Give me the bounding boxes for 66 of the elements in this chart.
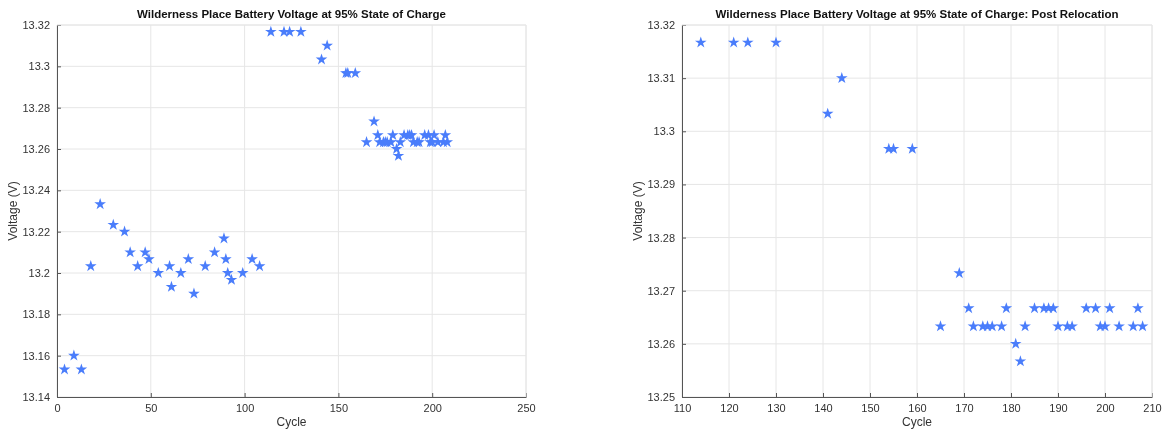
x-tick-label: 210 [1143, 401, 1162, 414]
chart-title: Wilderness Place Battery Voltage at 95% State of Charge [136, 8, 447, 20]
y-tick-label: 13.25 [647, 391, 675, 404]
point [1113, 320, 1125, 332]
x-tick-label: 130 [767, 401, 786, 414]
point [1000, 302, 1013, 314]
point [1132, 302, 1144, 314]
point [1080, 302, 1093, 314]
x-tick-label: 170 [955, 401, 974, 414]
y-tick-label: 13.18 [22, 308, 50, 321]
y-tick-label: 13.26 [647, 337, 675, 350]
point [995, 320, 1008, 332]
x-tick-label: 120 [720, 401, 739, 414]
point [1103, 302, 1116, 314]
point [967, 320, 980, 332]
y-axis-title: Voltage (V) [631, 181, 645, 241]
point [906, 142, 919, 154]
point [1028, 302, 1041, 314]
point [727, 36, 740, 48]
y-tick-label: 13.27 [647, 284, 675, 297]
x-tick-label: 110 [673, 401, 692, 414]
y-tick-label: 13.28 [647, 231, 675, 244]
chart-title: Wilderness Place Battery Voltage at 95% State of Charge: Post Relocation [715, 8, 1119, 20]
x-axis-title: Cycle [901, 415, 933, 429]
y-tick-label: 13.32 [22, 19, 50, 32]
point [835, 72, 848, 84]
y-axis-title: Voltage (V) [6, 181, 20, 241]
x-tick-label: 250 [517, 401, 536, 414]
x-axis-title: Cycle [276, 415, 307, 429]
y-tick-label: 13.3 [653, 125, 675, 138]
point [1127, 320, 1140, 332]
y-tick-label: 13.2 [28, 267, 50, 280]
y-tick-label: 13.3 [28, 60, 50, 73]
y-tick-label: 13.29 [647, 178, 675, 191]
point [962, 302, 975, 314]
x-tick-label: 140 [814, 401, 833, 414]
y-tick-label: 13.22 [22, 225, 50, 238]
y-tick-label: 13.16 [22, 349, 50, 362]
point [770, 36, 782, 48]
point [1052, 320, 1064, 332]
y-tick-label: 13.14 [22, 391, 50, 404]
x-tick-label: 150 [329, 401, 349, 414]
point [821, 107, 834, 119]
x-tick-label: 150 [861, 401, 880, 414]
x-tick-label: 160 [908, 401, 927, 414]
point [741, 36, 754, 48]
y-tick-label: 13.28 [22, 101, 50, 114]
x-tick-label: 200 [423, 401, 442, 414]
point [1014, 355, 1027, 367]
x-tick-label: 200 [1096, 401, 1115, 414]
point [953, 267, 966, 279]
y-tick-label: 13.32 [647, 19, 675, 32]
point [1089, 302, 1102, 314]
point [934, 320, 947, 332]
point [1136, 320, 1149, 332]
x-tick-label: 180 [1002, 401, 1021, 414]
y-tick-label: 13.26 [22, 143, 50, 156]
y-tick-label: 13.24 [22, 184, 50, 197]
point [694, 36, 707, 48]
point [1009, 337, 1022, 349]
point [1019, 320, 1031, 332]
x-tick-label: 190 [1049, 401, 1068, 414]
x-tick-label: 0 [54, 401, 61, 414]
x-tick-label: 50 [145, 401, 158, 414]
x-tick-label: 100 [235, 401, 255, 414]
y-tick-label: 13.31 [647, 72, 675, 85]
